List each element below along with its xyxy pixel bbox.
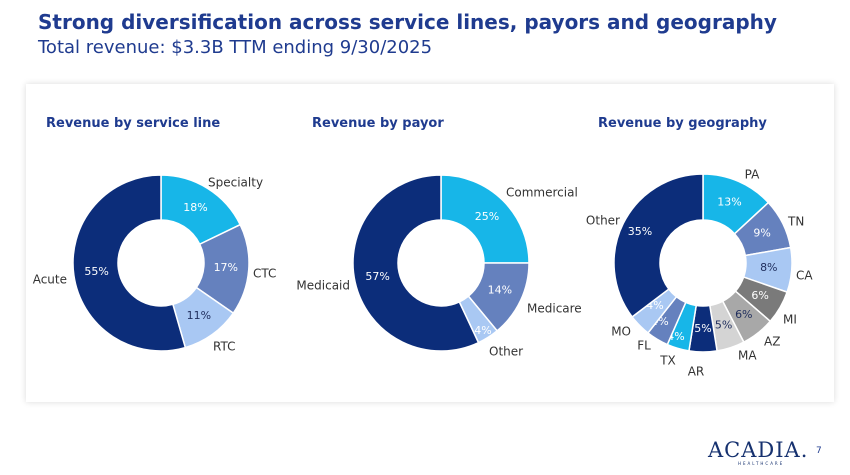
category-label-medicaid: Medicaid bbox=[296, 279, 350, 293]
data-label-ar: 5% bbox=[694, 322, 711, 335]
category-label-ma: MA bbox=[738, 349, 757, 363]
chart-title-payor: Revenue by payor bbox=[312, 116, 444, 131]
data-label-pa: 13% bbox=[717, 196, 741, 209]
data-label-commercial: 25% bbox=[475, 210, 499, 223]
donut-slice-acute bbox=[72, 174, 187, 352]
data-label-other: 4% bbox=[474, 324, 491, 337]
data-label-rtc: 11% bbox=[187, 309, 211, 322]
data-label-medicare: 14% bbox=[488, 284, 512, 297]
page-title: Strong diversification across service li… bbox=[38, 10, 777, 34]
category-label-az: AZ bbox=[764, 335, 780, 349]
data-label-other: 35% bbox=[628, 225, 652, 238]
donut-slice-other bbox=[613, 173, 704, 318]
category-label-fl: FL bbox=[637, 339, 651, 353]
category-label-tx: TX bbox=[659, 354, 676, 368]
data-label-ctc: 17% bbox=[214, 261, 238, 274]
data-label-acute: 55% bbox=[84, 265, 108, 278]
chart-title-service-line: Revenue by service line bbox=[46, 116, 221, 131]
donut-slice-medicaid bbox=[352, 174, 480, 352]
category-label-mo: MO bbox=[611, 325, 631, 339]
data-label-ma: 5% bbox=[715, 319, 732, 332]
data-label-ca: 8% bbox=[760, 261, 777, 274]
category-label-pa: PA bbox=[745, 168, 760, 182]
page-number: 7 bbox=[816, 446, 822, 456]
category-label-other: Other bbox=[489, 345, 523, 359]
category-label-mi: MI bbox=[783, 313, 797, 327]
data-label-mi: 6% bbox=[751, 289, 768, 302]
category-label-specialty: Specialty bbox=[208, 176, 263, 190]
data-label-az: 6% bbox=[735, 308, 752, 321]
category-label-acute: Acute bbox=[33, 273, 67, 287]
category-label-ctc: CTC bbox=[253, 267, 276, 281]
donut-slice-commercial bbox=[440, 174, 530, 264]
category-label-commercial: Commercial bbox=[506, 186, 578, 200]
page-subtitle: Total revenue: $3.3B TTM ending 9/30/202… bbox=[38, 37, 433, 58]
data-label-tn: 9% bbox=[753, 227, 770, 240]
company-logo: ACADIA. bbox=[708, 438, 809, 462]
category-label-rtc: RTC bbox=[213, 340, 235, 354]
chart-title-geography: Revenue by geography bbox=[598, 116, 767, 131]
data-label-specialty: 18% bbox=[183, 201, 207, 214]
category-label-ca: CA bbox=[796, 269, 813, 283]
company-logo-subtitle: HEALTHCARE bbox=[738, 461, 785, 466]
category-label-medicare: Medicare bbox=[527, 302, 582, 316]
category-label-other: Other bbox=[586, 214, 620, 228]
category-label-tn: TN bbox=[787, 215, 804, 229]
data-label-medicaid: 57% bbox=[365, 270, 389, 283]
category-label-ar: AR bbox=[688, 365, 705, 379]
